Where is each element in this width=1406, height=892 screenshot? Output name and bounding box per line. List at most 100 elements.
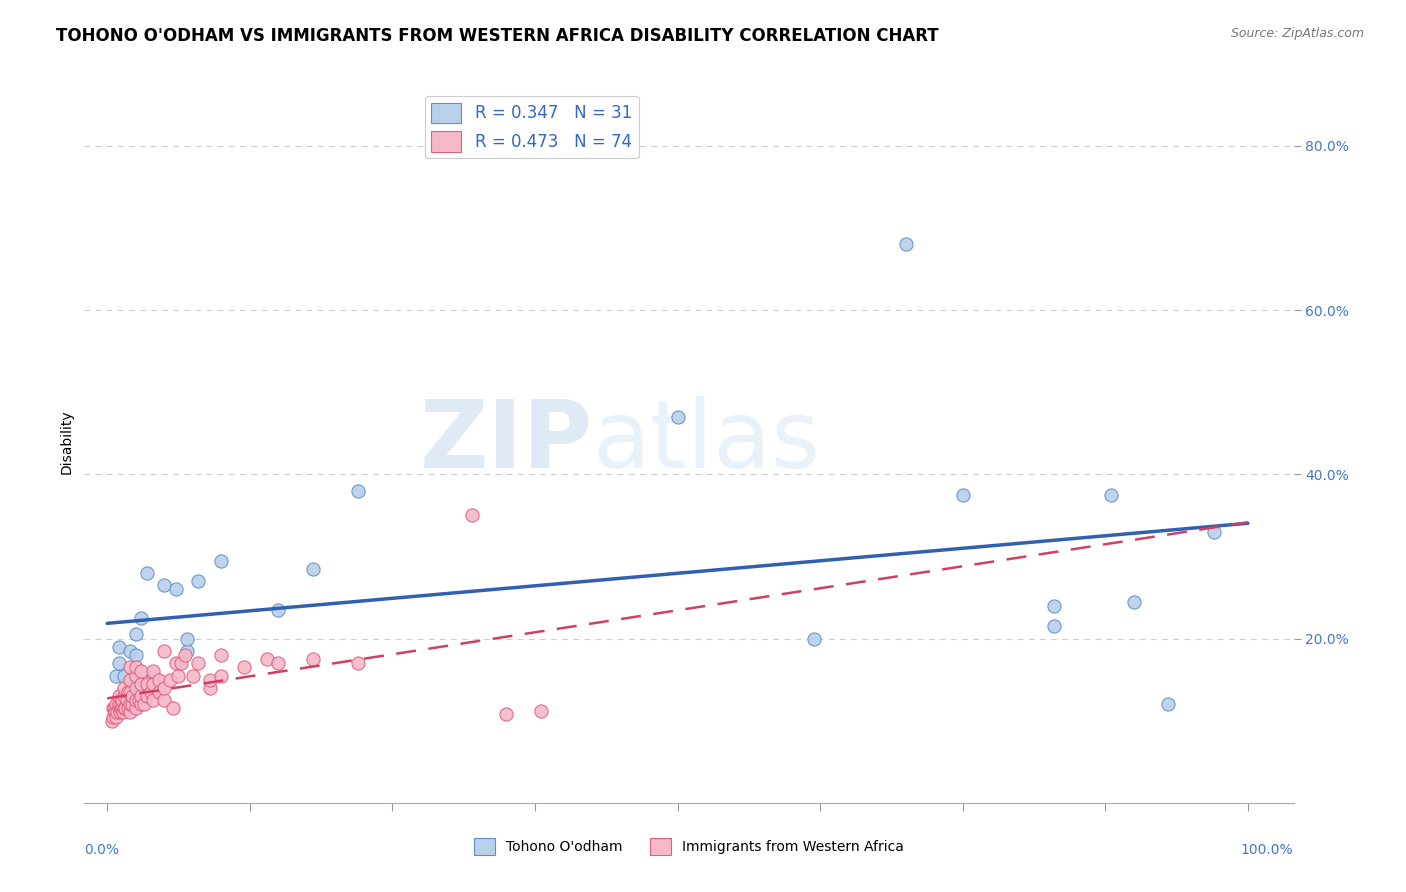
Point <box>117 685 139 699</box>
Point <box>256 652 278 666</box>
Point <box>112 681 135 695</box>
Point <box>209 668 232 682</box>
Point <box>153 693 176 707</box>
Point <box>148 673 170 687</box>
Point <box>125 668 148 682</box>
Point <box>173 648 195 662</box>
Point <box>105 698 128 712</box>
Point <box>198 673 221 687</box>
Point <box>131 611 153 625</box>
Point <box>125 701 148 715</box>
Point <box>1043 619 1066 633</box>
Point <box>267 657 290 671</box>
Point <box>107 689 129 703</box>
Point <box>132 698 155 712</box>
Point <box>530 704 553 718</box>
Point <box>347 483 370 498</box>
Point <box>118 644 141 658</box>
Point <box>101 709 124 723</box>
Point <box>131 677 153 691</box>
Point <box>118 706 141 720</box>
Point <box>894 237 917 252</box>
Point <box>170 657 193 671</box>
Point <box>153 681 176 695</box>
Point <box>1043 599 1066 613</box>
Point <box>136 689 159 703</box>
Text: 100.0%: 100.0% <box>1241 843 1294 856</box>
Point <box>165 657 187 671</box>
Point <box>1157 698 1180 712</box>
Point <box>181 668 204 682</box>
Text: TOHONO O'ODHAM VS IMMIGRANTS FROM WESTERN AFRICA DISABILITY CORRELATION CHART: TOHONO O'ODHAM VS IMMIGRANTS FROM WESTER… <box>56 27 939 45</box>
Point <box>139 685 162 699</box>
Point <box>121 689 143 703</box>
Point <box>1099 488 1122 502</box>
Point <box>107 706 129 720</box>
Point <box>1202 524 1225 539</box>
Point <box>1122 594 1144 608</box>
Point <box>136 566 159 580</box>
Point <box>131 698 153 712</box>
Point <box>167 668 190 682</box>
Point <box>176 644 198 658</box>
Point <box>165 582 187 597</box>
Point <box>142 668 165 682</box>
Point <box>187 657 209 671</box>
Point <box>128 693 150 707</box>
Point <box>112 706 135 720</box>
Point <box>107 640 129 654</box>
Point <box>112 668 135 682</box>
Point <box>233 660 256 674</box>
Point <box>115 693 138 707</box>
Point <box>107 698 129 712</box>
Point <box>301 562 323 576</box>
Point <box>108 706 131 720</box>
Point <box>142 665 165 679</box>
Point <box>110 701 132 715</box>
Point <box>105 668 128 682</box>
Text: Source: ZipAtlas.com: Source: ZipAtlas.com <box>1230 27 1364 40</box>
Point <box>159 673 181 687</box>
Point <box>142 693 165 707</box>
Point <box>105 709 128 723</box>
Point <box>107 657 129 671</box>
Point <box>148 685 170 699</box>
Point <box>110 698 132 712</box>
Point <box>125 681 148 695</box>
Point <box>267 603 290 617</box>
Point <box>125 648 148 662</box>
Point <box>209 553 232 567</box>
Point <box>198 681 221 695</box>
Point <box>112 689 135 703</box>
Point <box>118 660 141 674</box>
Point <box>136 677 159 691</box>
Point <box>118 698 141 712</box>
Point <box>153 644 176 658</box>
Point <box>153 578 176 592</box>
Point <box>131 665 153 679</box>
Text: ZIP: ZIP <box>419 395 592 488</box>
Legend: Tohono O'odham, Immigrants from Western Africa: Tohono O'odham, Immigrants from Western … <box>468 833 910 861</box>
Point <box>121 698 143 712</box>
Text: 0.0%: 0.0% <box>84 843 120 856</box>
Point <box>347 657 370 671</box>
Point <box>209 648 232 662</box>
Point <box>117 701 139 715</box>
Point <box>100 714 122 728</box>
Point <box>142 677 165 691</box>
Point <box>114 701 136 715</box>
Point <box>301 652 323 666</box>
Point <box>104 706 127 720</box>
Point <box>162 701 184 715</box>
Point <box>101 701 124 715</box>
Point <box>176 632 198 646</box>
Point <box>107 701 129 715</box>
Point <box>803 632 825 646</box>
Point <box>125 660 148 674</box>
Point <box>111 693 134 707</box>
Point <box>118 677 141 691</box>
Point <box>125 627 148 641</box>
Text: atlas: atlas <box>592 395 821 488</box>
Point <box>131 689 153 703</box>
Point <box>952 488 974 502</box>
